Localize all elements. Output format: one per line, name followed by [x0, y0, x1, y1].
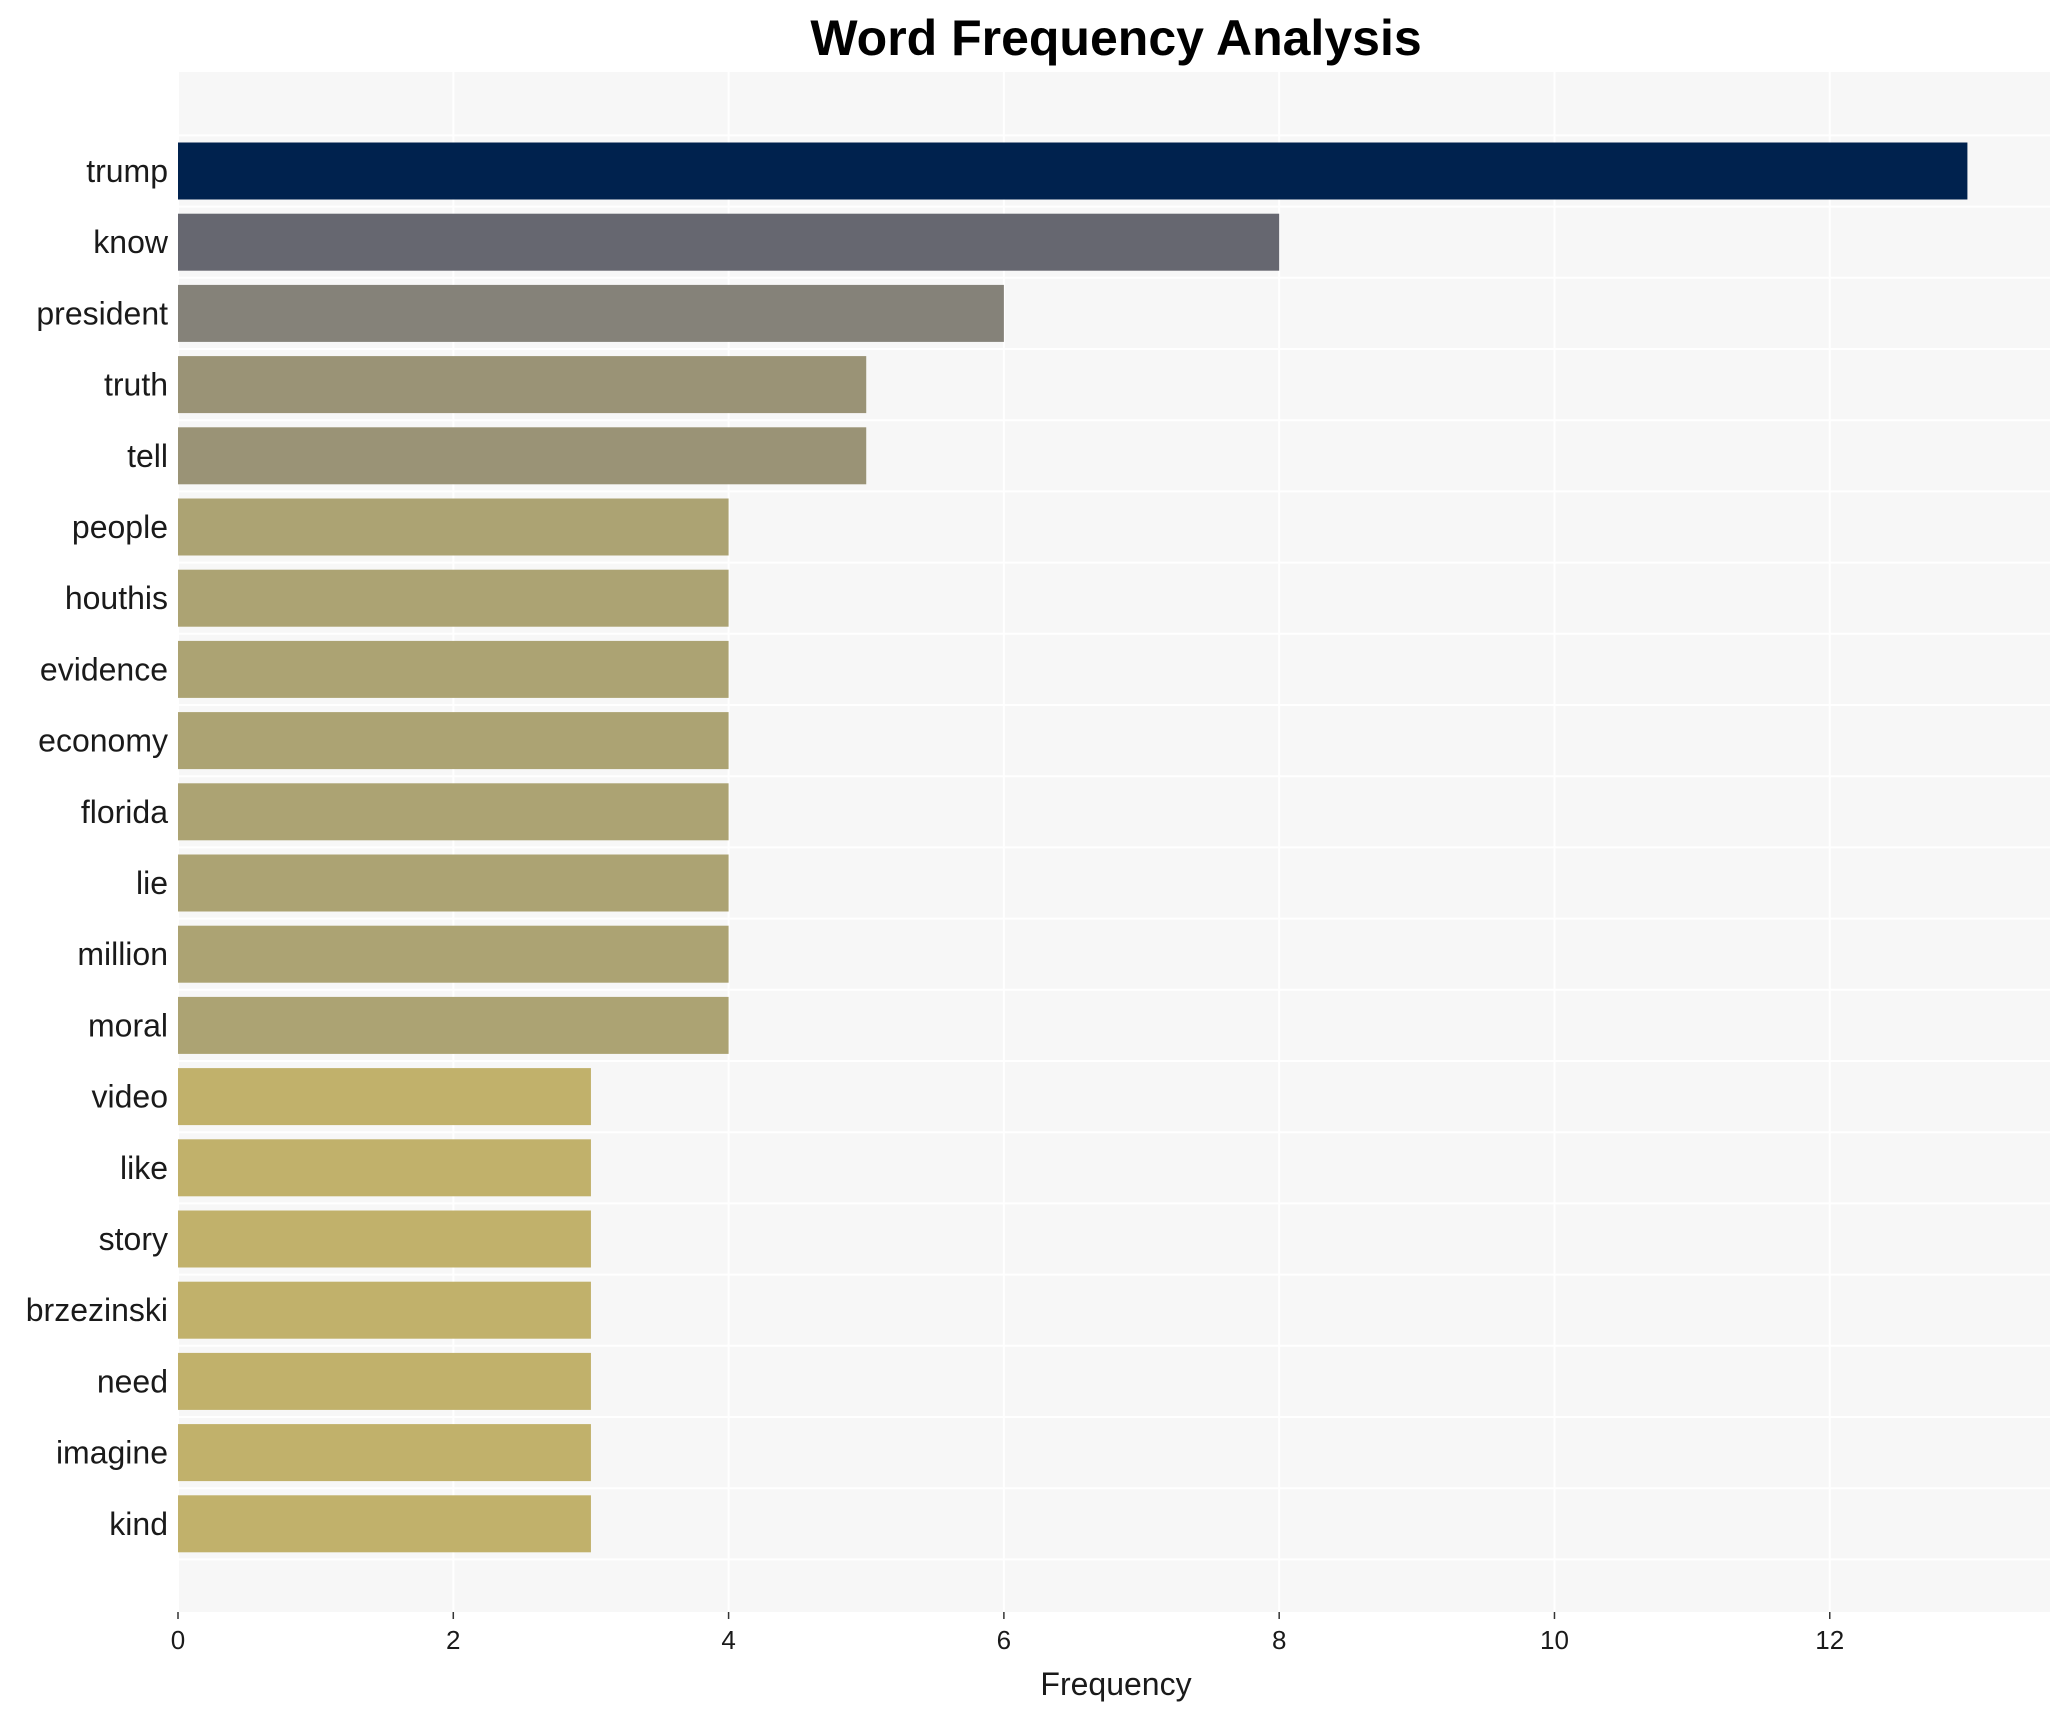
x-tick-label: 2 — [446, 1625, 460, 1655]
x-tick-label: 4 — [721, 1625, 735, 1655]
category-label-lie: lie — [136, 865, 168, 901]
bar-story — [178, 1210, 591, 1268]
category-label-kind: kind — [109, 1506, 168, 1542]
bars — [178, 142, 1968, 1553]
category-label-tell: tell — [127, 438, 168, 474]
category-label-million: million — [77, 936, 168, 972]
x-tick-label: 8 — [1272, 1625, 1286, 1655]
bar-trump — [178, 142, 1968, 200]
bar-moral — [178, 996, 729, 1054]
category-label-trump: trump — [86, 153, 168, 189]
bar-people — [178, 498, 729, 556]
category-label-houthis: houthis — [65, 580, 168, 616]
category-label-story: story — [99, 1221, 168, 1257]
bar-evidence — [178, 640, 729, 698]
x-tick-label: 0 — [171, 1625, 185, 1655]
bar-brzezinski — [178, 1281, 591, 1339]
bar-florida — [178, 783, 729, 841]
bar-economy — [178, 712, 729, 770]
category-label-president: president — [36, 295, 168, 331]
bar-video — [178, 1068, 591, 1126]
category-label-know: know — [93, 224, 169, 260]
bar-imagine — [178, 1424, 591, 1482]
bar-president — [178, 284, 1004, 342]
x-axis-label: Frequency — [1040, 1666, 1191, 1702]
category-label-economy: economy — [38, 723, 168, 759]
bar-kind — [178, 1495, 591, 1553]
x-axis-ticks: 0 2 4 6 8 10 12 — [171, 1612, 1844, 1655]
category-label-evidence: evidence — [40, 651, 168, 687]
bar-know — [178, 213, 1280, 271]
x-tick-label: 12 — [1815, 1625, 1844, 1655]
category-label-video: video — [92, 1079, 169, 1115]
bar-lie — [178, 854, 729, 912]
bar-need — [178, 1352, 591, 1410]
category-label-truth: truth — [104, 367, 168, 403]
bar-like — [178, 1139, 591, 1197]
x-tick-label: 10 — [1540, 1625, 1569, 1655]
category-label-imagine: imagine — [56, 1435, 168, 1471]
chart-title: Word Frequency Analysis — [810, 10, 1421, 66]
category-labels: trump know president truth tell people houthis… — [26, 153, 169, 1542]
bar-houthis — [178, 569, 729, 627]
bar-truth — [178, 356, 867, 414]
category-label-florida: florida — [81, 794, 168, 830]
category-label-brzezinski: brzezinski — [26, 1292, 168, 1328]
bar-million — [178, 925, 729, 983]
category-label-people: people — [72, 509, 168, 545]
x-tick-label: 6 — [997, 1625, 1011, 1655]
bar-tell — [178, 427, 867, 485]
category-label-moral: moral — [88, 1007, 168, 1043]
category-label-need: need — [97, 1363, 168, 1399]
category-label-like: like — [120, 1150, 168, 1186]
